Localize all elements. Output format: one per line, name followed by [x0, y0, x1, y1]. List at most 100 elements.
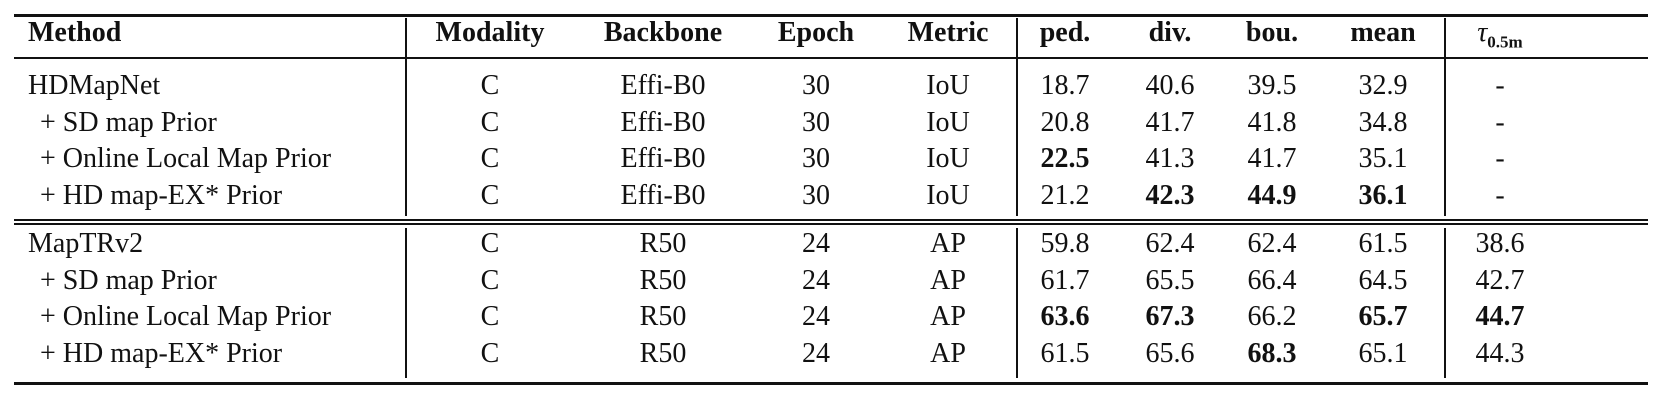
- data-cell: 24: [802, 264, 830, 296]
- header-cell: Backbone: [603, 17, 723, 48]
- data-cell: 61.7: [1040, 264, 1090, 296]
- data-cell: 44.3: [1475, 337, 1525, 369]
- data-cell: 24: [802, 301, 830, 332]
- data-cell: 41.7: [1145, 106, 1195, 138]
- data-cell: 41.3: [1145, 143, 1195, 174]
- column-separator: [1016, 228, 1018, 378]
- header-cell: ped.: [1039, 17, 1091, 48]
- data-cell: C: [480, 70, 500, 101]
- data-cell: 34.8: [1358, 106, 1408, 138]
- data-cell: 21.2: [1040, 179, 1090, 211]
- data-cell: R50: [639, 228, 687, 259]
- data-cell: 20.8: [1040, 106, 1090, 138]
- data-cell: 44.7: [1475, 301, 1525, 332]
- data-cell: C: [480, 106, 500, 138]
- data-cell: 42.3: [1145, 179, 1195, 211]
- data-cell: 22.5: [1040, 143, 1090, 174]
- data-cell: 67.3: [1145, 301, 1195, 332]
- data-cell: R50: [639, 337, 687, 369]
- data-cell: 44.9: [1247, 179, 1297, 211]
- data-cell: 30: [802, 106, 830, 138]
- data-cell: 36.1: [1358, 179, 1408, 211]
- data-cell: C: [480, 179, 500, 211]
- data-cell: IoU: [926, 143, 970, 174]
- data-cell: 65.5: [1145, 264, 1195, 296]
- data-cell: 24: [802, 337, 830, 369]
- data-cell: Effi-B0: [620, 179, 706, 211]
- data-cell: Effi-B0: [620, 106, 706, 138]
- column-separator: [405, 228, 407, 378]
- data-cell: 30: [802, 179, 830, 211]
- data-cell: -: [1495, 143, 1505, 174]
- data-cell: -: [1495, 179, 1505, 211]
- method-cell: + HD map-EX* Prior: [40, 179, 283, 211]
- data-cell: 62.4: [1247, 228, 1297, 259]
- header-cell: mean: [1350, 17, 1416, 48]
- data-cell: -: [1495, 70, 1505, 101]
- data-cell: 65.7: [1358, 301, 1408, 332]
- data-cell: Effi-B0: [620, 70, 706, 101]
- data-cell: -: [1495, 106, 1505, 138]
- horizontal-rule: [14, 382, 1648, 385]
- data-cell: 64.5: [1358, 264, 1408, 296]
- data-cell: 39.5: [1247, 70, 1297, 101]
- column-separator: [1444, 18, 1446, 70]
- data-cell: C: [480, 228, 500, 259]
- data-cell: IoU: [926, 70, 970, 101]
- data-cell: 24: [802, 228, 830, 259]
- column-separator: [1444, 62, 1446, 216]
- header-cell: bou.: [1245, 17, 1299, 48]
- data-cell: 65.6: [1145, 337, 1195, 369]
- data-cell: AP: [930, 301, 966, 332]
- data-cell: 62.4: [1145, 228, 1195, 259]
- horizontal-rule: [14, 14, 1648, 17]
- data-cell: 40.6: [1145, 70, 1195, 101]
- data-cell: 32.9: [1358, 70, 1408, 101]
- data-cell: AP: [930, 228, 966, 259]
- header-cell: div.: [1148, 17, 1192, 48]
- data-cell: 68.3: [1247, 337, 1297, 369]
- column-separator: [405, 62, 407, 216]
- data-cell: Effi-B0: [620, 143, 706, 174]
- header-cell: Method: [28, 17, 122, 48]
- data-cell: IoU: [926, 179, 970, 211]
- data-cell: AP: [930, 264, 966, 296]
- data-cell: 61.5: [1358, 228, 1408, 259]
- data-cell: 30: [802, 143, 830, 174]
- data-cell: 30: [802, 70, 830, 101]
- data-cell: 66.2: [1247, 301, 1297, 332]
- data-cell: IoU: [926, 106, 970, 138]
- horizontal-rule: [14, 219, 1648, 221]
- method-cell: + Online Local Map Prior: [40, 143, 332, 174]
- data-cell: 61.5: [1040, 337, 1090, 369]
- data-cell: C: [480, 143, 500, 174]
- data-cell: AP: [930, 337, 966, 369]
- method-cell: MapTRv2: [28, 228, 144, 259]
- data-cell: 63.6: [1040, 301, 1090, 332]
- data-cell: 18.7: [1040, 70, 1090, 101]
- method-cell: + Online Local Map Prior: [40, 301, 332, 332]
- method-cell: HDMapNet: [28, 70, 161, 101]
- header-cell: Epoch: [777, 17, 855, 48]
- horizontal-rule: [14, 57, 1648, 59]
- method-cell: + SD map Prior: [40, 106, 217, 138]
- column-separator: [1444, 228, 1446, 378]
- data-cell: 41.8: [1247, 106, 1297, 138]
- data-cell: C: [480, 337, 500, 369]
- data-cell: 41.7: [1247, 143, 1297, 174]
- horizontal-rule: [14, 223, 1648, 225]
- data-cell: C: [480, 264, 500, 296]
- header-cell: Metric: [907, 17, 989, 48]
- data-cell: 38.6: [1475, 228, 1525, 259]
- column-separator: [1016, 18, 1018, 70]
- data-cell: 66.4: [1247, 264, 1297, 296]
- column-separator: [1016, 62, 1018, 216]
- data-cell: C: [480, 301, 500, 332]
- header-cell: Modality: [435, 17, 545, 48]
- tau-symbol: τ: [1477, 17, 1488, 48]
- tau-subscript: 0.5m: [1487, 32, 1523, 52]
- data-cell: R50: [639, 264, 687, 296]
- method-cell: + HD map-EX* Prior: [40, 337, 283, 369]
- data-cell: R50: [639, 301, 687, 332]
